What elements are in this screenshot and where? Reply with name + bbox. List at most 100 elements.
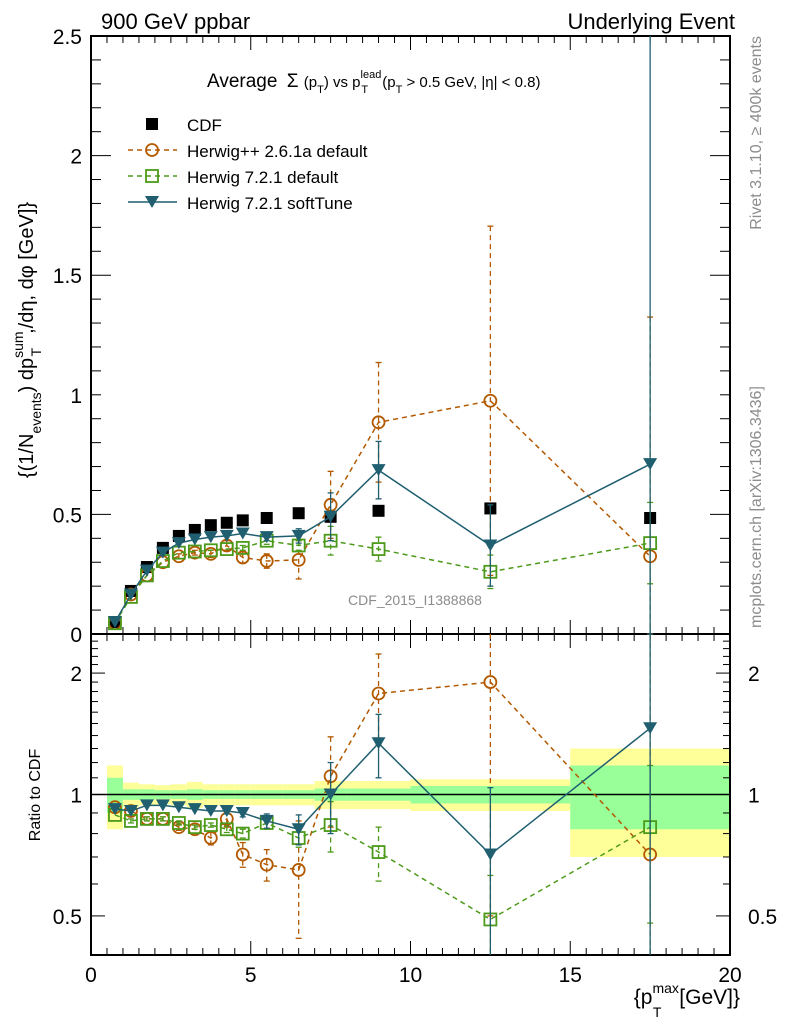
ratio-y-tick-label-right: 1	[748, 785, 760, 808]
herwig-721-default-point	[235, 540, 250, 555]
y-tick-label: 1.5	[53, 265, 82, 288]
legend-label: Herwig++ 2.6.1a default	[187, 142, 368, 161]
herwig-721-default-ratio-line	[114, 814, 651, 921]
herwig-721-default-ratio-point	[219, 822, 234, 837]
ratio-bands	[91, 748, 730, 857]
herwigpp-261a-point	[371, 415, 386, 430]
herwig-721-softtune-point	[371, 464, 386, 477]
legend-entry: Herwig 7.2.1 default	[128, 168, 338, 187]
herwig-721-softtune-point	[643, 458, 658, 471]
analysis-watermark: CDF_2015_I1388868	[348, 592, 482, 608]
legend-marker	[146, 118, 158, 130]
herwig-721-softtune-point	[107, 616, 122, 629]
herwig-721-softtune-point	[483, 539, 498, 552]
legend-entry: Herwig 7.2.1 softTune	[128, 194, 353, 213]
x-tick-label: 0	[85, 964, 97, 987]
y-tick-label: 0	[70, 624, 82, 647]
ratio-y-tick-label: 2	[70, 663, 82, 686]
main-title: Average Σ (pT) vs plead T (pT > 0.5 GeV, …	[207, 69, 540, 96]
ratio-y-tick-label-right: 2	[748, 663, 760, 686]
herwigpp-261a-point	[291, 552, 306, 567]
herwig-721-softtune-ratio-point	[187, 803, 202, 816]
herwig-721-softtune-point	[291, 529, 306, 542]
cdf-point	[188, 523, 201, 536]
y-tick-label: 1	[70, 385, 82, 408]
legend-label: Herwig 7.2.1 default	[187, 168, 338, 187]
herwig-721-softtune-point	[203, 531, 218, 544]
x-tick-label: 10	[399, 964, 422, 987]
ratio-series	[107, 634, 658, 955]
y-tick-label: 2	[70, 146, 82, 169]
y-tick-label: 0.5	[53, 504, 82, 527]
legend-entry: Herwig++ 2.6.1a default	[128, 142, 368, 161]
herwig-721-default-ratio-point	[171, 816, 186, 830]
herwigpp-261a-point	[259, 554, 274, 568]
herwigpp-261a-point	[235, 550, 250, 565]
herwig-721-softtune-ratio-point	[643, 722, 658, 735]
cdf-point	[220, 516, 233, 529]
header-right-label: Underlying Event	[567, 9, 735, 34]
herwig-721-softtune-ratio-point	[107, 803, 122, 816]
cdf-point	[372, 504, 385, 517]
herwig-721-softtune-point	[139, 564, 154, 577]
x-axis-label: {pmax T [GeV]}	[634, 980, 740, 1020]
y-tick-label: 2.5	[53, 26, 82, 49]
herwig-721-default-ratio-point	[155, 811, 170, 826]
herwig-721-softtune-point	[235, 527, 250, 540]
herwig-721-default-ratio-point	[203, 818, 218, 832]
herwig-721-default-point	[203, 543, 218, 558]
cdf-point	[204, 519, 217, 532]
legend-marker	[145, 196, 159, 208]
herwigpp-261a-ratio-point	[291, 863, 306, 877]
legend-label: CDF	[187, 116, 222, 135]
herwig-721-softtune-point	[123, 588, 138, 601]
ratio-y-axis-label: Ratio to CDF	[27, 749, 44, 842]
herwig-721-softtune-point	[171, 537, 186, 550]
herwig-721-softtune-ratio-point	[123, 805, 138, 818]
herwig-721-softtune-ratio-point	[139, 799, 154, 812]
herwig-721-softtune-point	[155, 546, 170, 559]
herwig-721-softtune-ratio-point	[483, 848, 498, 861]
herwig-721-default-ratio-point	[187, 820, 202, 835]
herwig-721-default-ratio-point	[371, 845, 386, 859]
herwig-721-softtune-ratio-point	[155, 799, 170, 812]
herwig-721-softtune-point	[219, 529, 234, 542]
herwigpp-261a-ratio-point	[483, 675, 498, 689]
herwig-721-softtune-ratio-point	[371, 737, 386, 750]
x-tick-label: 5	[245, 964, 257, 987]
tick-labels: 0 5 10 15 20 0 0.5 1 1.5 2 2.5 0.5 0.5 1 1 2 2	[53, 26, 777, 987]
x-tick-label: 20	[718, 964, 741, 987]
axis-ticks	[90, 35, 731, 956]
herwig-721-softtune-ratio-point	[203, 805, 218, 818]
herwig-721-softtune-point	[259, 531, 274, 544]
herwig-721-softtune-ratio-point	[171, 801, 186, 814]
legend: CDF Herwig++ 2.6.1a default Herwig 7.2.1 d…	[128, 116, 368, 213]
herwig-721-default-ratio-point	[140, 811, 154, 826]
ratio-y-tick-label: 1	[70, 785, 82, 808]
herwig-721-softtune-ratio-point	[323, 788, 338, 801]
x-tick-label: 15	[559, 964, 582, 987]
ratio-y-tick-label: 0.5	[53, 906, 82, 929]
herwigpp-261a-ratio-point	[371, 686, 386, 701]
herwig-721-softtune-ratio-point	[219, 805, 234, 818]
rivet-label: Rivet 3.1.10, ≥ 400k events	[748, 36, 765, 230]
herwig-721-softtune-point	[323, 510, 338, 523]
ratio-y-tick-label-right: 0.5	[748, 906, 777, 929]
herwigpp-261a-ratio-point	[203, 831, 218, 845]
herwigpp-261a-point	[483, 393, 498, 408]
herwig-721-default-ratio-point	[235, 826, 250, 841]
herwig-721-softtune-ratio-point	[235, 806, 250, 819]
header-left-label: 900 GeV ppbar	[101, 9, 250, 34]
herwigpp-261a-ratio-line	[114, 681, 651, 871]
herwig-721-default-point	[219, 542, 234, 556]
herwig-721-default-point	[371, 542, 386, 556]
cdf-point	[260, 511, 273, 524]
cdf-point	[236, 514, 249, 527]
herwig-721-softtune-ratio-point	[259, 814, 274, 827]
mcplots-label: mcplots.cern.ch [arXiv:1306.3436]	[748, 386, 765, 628]
herwigpp-261a-ratio-point	[259, 857, 274, 872]
cdf-point	[292, 507, 305, 520]
legend-marker	[145, 169, 159, 183]
